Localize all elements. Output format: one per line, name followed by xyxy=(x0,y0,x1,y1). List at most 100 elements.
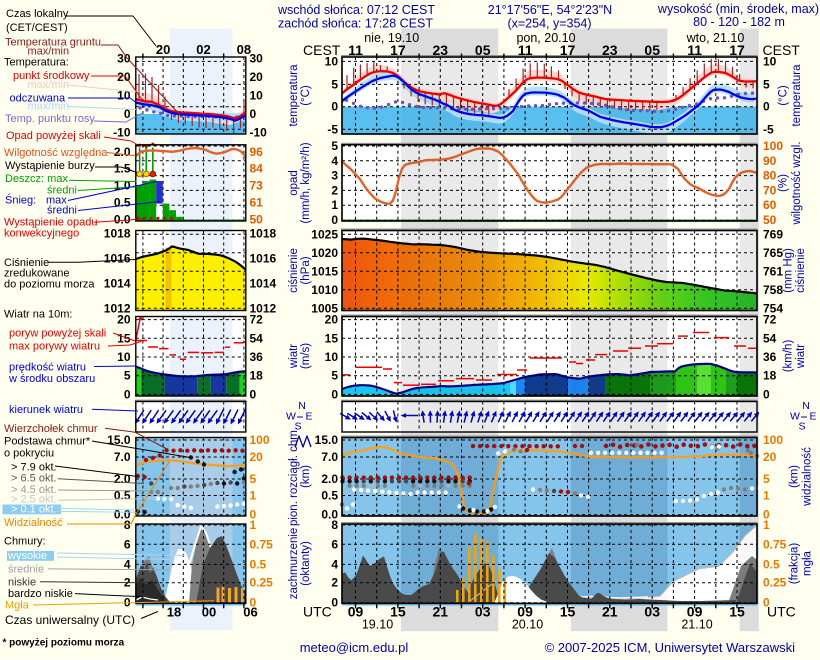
svg-text:zredukowane: zredukowane xyxy=(4,268,69,280)
svg-text:20: 20 xyxy=(325,313,339,327)
svg-text:20: 20 xyxy=(763,450,777,464)
svg-text:S: S xyxy=(798,421,805,433)
svg-text:18: 18 xyxy=(167,605,181,620)
svg-text:-5: -5 xyxy=(763,122,774,136)
svg-text:wiatr: wiatr xyxy=(795,344,807,369)
svg-text:niskie: niskie xyxy=(8,576,36,588)
svg-text:1015: 1015 xyxy=(311,264,338,278)
svg-text:Deszcz: max: Deszcz: max xyxy=(5,173,68,185)
svg-text:15: 15 xyxy=(117,331,131,345)
svg-text:1.5: 1.5 xyxy=(114,162,131,176)
svg-text:(frakcja): (frakcja) xyxy=(789,543,801,585)
svg-text:0.25: 0.25 xyxy=(250,576,274,590)
svg-text:0: 0 xyxy=(763,508,770,522)
svg-text:80: 80 xyxy=(763,169,777,183)
svg-text:o pokryciu: o pokryciu xyxy=(4,448,54,460)
svg-text:max porywy wiatru: max porywy wiatru xyxy=(9,341,100,353)
svg-text:30: 30 xyxy=(117,52,131,66)
svg-text:1: 1 xyxy=(763,489,770,503)
svg-text:-10: -10 xyxy=(113,126,131,140)
svg-text:CEST: CEST xyxy=(303,42,341,58)
svg-text:15.0: 15.0 xyxy=(107,433,131,447)
svg-text:50: 50 xyxy=(763,213,777,227)
svg-text:10: 10 xyxy=(250,89,264,103)
svg-text:21°17'56"E, 54°2'23"N: 21°17'56"E, 54°2'23"N xyxy=(488,3,612,17)
svg-text:0.0: 0.0 xyxy=(114,508,131,522)
svg-text:(oktanty): (oktanty) xyxy=(300,541,312,586)
svg-text:widzialność: widzialność xyxy=(802,447,814,507)
svg-text:Mgła: Mgła xyxy=(5,600,30,612)
svg-text:max: max xyxy=(46,194,67,206)
svg-text:1: 1 xyxy=(763,518,770,532)
svg-text:96: 96 xyxy=(250,145,264,159)
svg-text:100: 100 xyxy=(250,433,270,447)
svg-text:CEST: CEST xyxy=(763,42,801,58)
svg-text:wysokość (min, środek, max): wysokość (min, środek, max) xyxy=(657,2,819,16)
svg-text:60: 60 xyxy=(763,198,777,212)
svg-text:kierunek wiatru: kierunek wiatru xyxy=(9,404,83,416)
svg-text:Czas lokalny: Czas lokalny xyxy=(6,8,69,20)
svg-text:Podstawa chmur*: Podstawa chmur* xyxy=(4,436,91,448)
svg-text:temperatura: temperatura xyxy=(791,64,803,127)
svg-text:-5: -5 xyxy=(327,122,338,136)
svg-text:11: 11 xyxy=(518,42,533,58)
svg-text:ciśnienie: ciśnienie xyxy=(288,248,300,293)
svg-text:(mm Hg): (mm Hg) xyxy=(783,248,795,293)
svg-text:0: 0 xyxy=(763,100,770,114)
svg-text:05: 05 xyxy=(475,42,491,58)
svg-text:Wystąpienie opadu: Wystąpienie opadu xyxy=(4,217,97,229)
svg-text:765: 765 xyxy=(763,246,783,260)
svg-text:15.0: 15.0 xyxy=(315,433,339,447)
svg-text:03: 03 xyxy=(475,604,491,620)
svg-text:Temp. punktu rosy: Temp. punktu rosy xyxy=(5,113,95,125)
svg-text:00: 00 xyxy=(202,605,216,620)
svg-text:> 0.1 okt.: > 0.1 okt. xyxy=(11,503,57,515)
svg-text:1: 1 xyxy=(250,489,257,503)
svg-text:konwekcyjnego: konwekcyjnego xyxy=(4,227,79,239)
svg-text:meteo@icm.edu.pl: meteo@icm.edu.pl xyxy=(300,640,409,655)
svg-text:23: 23 xyxy=(602,42,618,58)
svg-text:0.5: 0.5 xyxy=(763,557,780,571)
svg-text:1016: 1016 xyxy=(250,252,277,266)
svg-text:średni: średni xyxy=(47,184,77,196)
svg-text:10: 10 xyxy=(325,350,339,364)
svg-text:Temperatura:: Temperatura: xyxy=(4,57,69,69)
svg-text:> 2.5 okt.: > 2.5 okt. xyxy=(11,493,57,505)
svg-text:(km): (km) xyxy=(300,465,312,488)
svg-text:N: N xyxy=(802,400,810,412)
svg-text:E: E xyxy=(809,411,816,423)
svg-text:1005: 1005 xyxy=(311,301,338,315)
svg-text:0: 0 xyxy=(331,596,338,610)
svg-text:1014: 1014 xyxy=(250,277,277,291)
svg-text:18: 18 xyxy=(250,369,264,383)
svg-text:do poziomu morza: do poziomu morza xyxy=(4,279,95,291)
svg-text:2: 2 xyxy=(331,576,338,590)
svg-text:15: 15 xyxy=(729,604,745,620)
svg-text:50: 50 xyxy=(250,212,264,226)
svg-text:(m/s): (m/s) xyxy=(300,343,312,369)
svg-text:poryw powyżej skali: poryw powyżej skali xyxy=(9,328,106,340)
svg-text:02: 02 xyxy=(196,42,210,57)
svg-text:opad: opad xyxy=(288,170,300,196)
svg-text:UTC: UTC xyxy=(767,604,796,620)
svg-text:temperatura: temperatura xyxy=(288,64,300,127)
svg-text:4: 4 xyxy=(124,557,131,571)
svg-text:20: 20 xyxy=(250,450,264,464)
svg-text:03: 03 xyxy=(644,604,660,620)
svg-text:(CET/CEST): (CET/CEST) xyxy=(6,22,68,34)
svg-text:15: 15 xyxy=(560,604,576,620)
svg-text:5: 5 xyxy=(124,369,131,383)
svg-text:5: 5 xyxy=(331,139,338,153)
svg-text:0.5: 0.5 xyxy=(321,489,338,503)
svg-text:S: S xyxy=(294,421,301,433)
svg-text:10: 10 xyxy=(117,89,131,103)
svg-text:20.10: 20.10 xyxy=(512,618,543,632)
svg-text:1016: 1016 xyxy=(104,252,131,266)
svg-text:prędkość wiatru: prędkość wiatru xyxy=(9,362,86,374)
svg-text:17: 17 xyxy=(560,42,576,58)
svg-text:0: 0 xyxy=(763,596,770,610)
svg-text:średni: średni xyxy=(47,204,77,216)
svg-text:1.0: 1.0 xyxy=(114,179,131,193)
svg-text:1025: 1025 xyxy=(311,227,338,241)
svg-text:761: 761 xyxy=(763,264,783,278)
